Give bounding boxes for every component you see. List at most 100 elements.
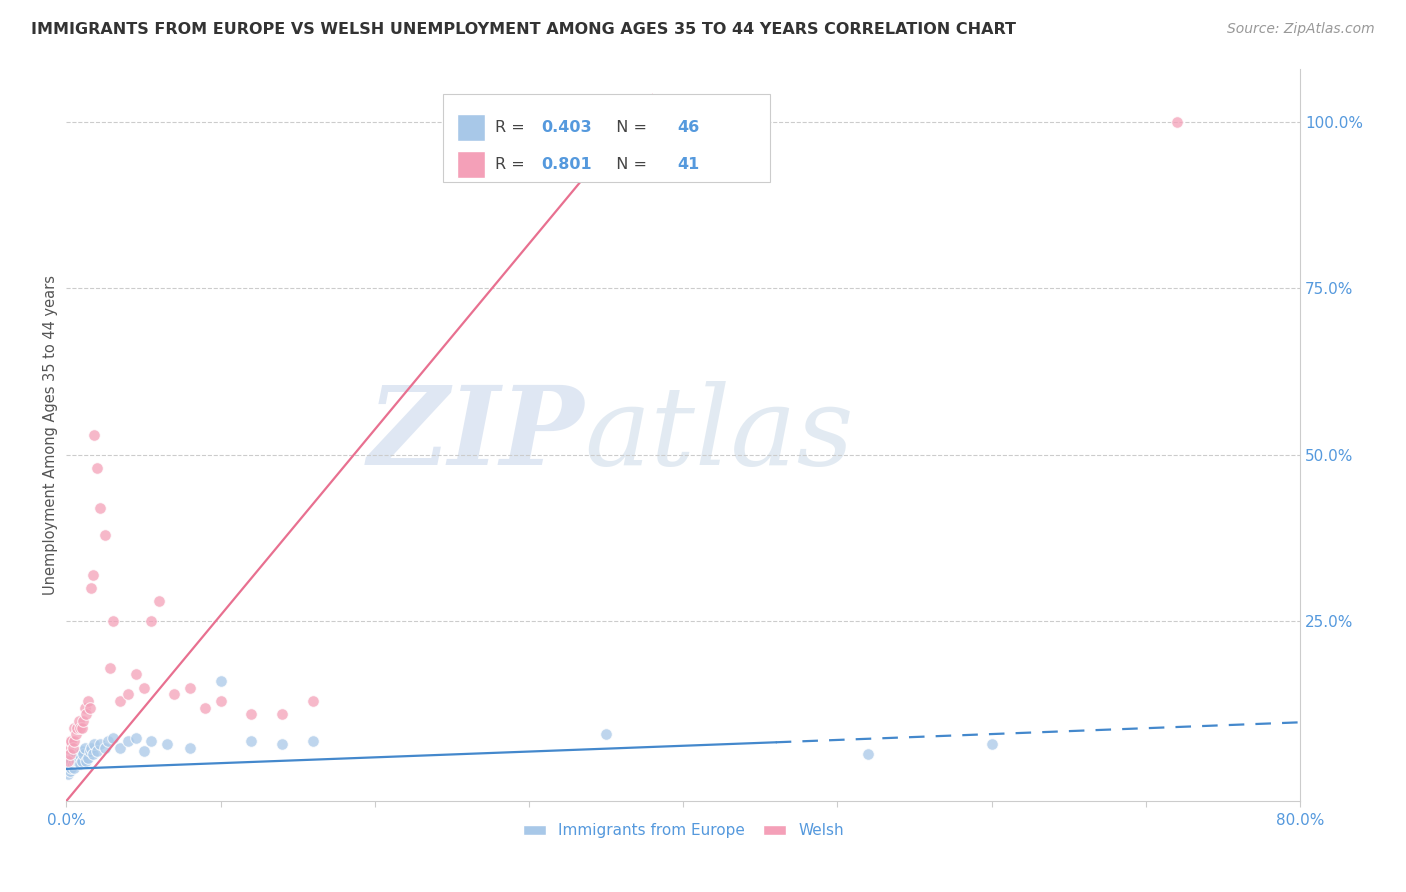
Point [80,581,103,595]
Point [76,754,98,768]
Point [66,721,89,735]
Text: 41: 41 [678,157,699,172]
Text: 0.403: 0.403 [541,120,592,135]
Point [86,461,108,475]
Point [148,594,170,608]
Point [156,737,179,751]
Point [72,747,94,762]
Text: N =: N = [606,157,651,172]
Point [117,734,139,748]
Y-axis label: Unemployment Among Ages 35 to 44 years: Unemployment Among Ages 35 to 44 years [44,275,58,595]
Point [69,721,91,735]
Text: 0.801: 0.801 [541,157,592,172]
Point [141,614,163,628]
Point [77,750,100,764]
Point [56,767,79,781]
Point [302,734,325,748]
Point [58,750,80,764]
Point [82,567,104,582]
Text: ZIP: ZIP [368,381,585,489]
Point [60,734,83,748]
Point [110,694,132,708]
Point [209,694,232,708]
Text: atlas: atlas [585,381,855,489]
Text: IMMIGRANTS FROM EUROPE VS WELSH UNEMPLOYMENT AMONG AGES 35 TO 44 YEARS CORRELATI: IMMIGRANTS FROM EUROPE VS WELSH UNEMPLOY… [31,22,1017,37]
Point [980,737,1002,751]
Point [209,673,232,688]
Point [86,744,108,758]
Point [65,727,87,741]
Point [62,747,84,762]
Point [101,614,124,628]
Point [62,740,84,755]
Point [94,740,117,755]
Point [72,714,94,728]
Point [65,747,87,762]
Point [58,757,80,772]
Point [58,764,80,778]
Point [62,757,84,772]
Point [63,734,86,748]
Point [132,744,155,758]
Point [56,754,79,768]
Point [595,727,617,741]
Point [117,687,139,701]
Point [79,744,101,758]
Point [83,427,105,442]
Point [194,700,217,714]
Point [125,667,148,681]
Point [69,757,91,772]
Point [110,740,132,755]
Point [141,734,163,748]
Point [56,754,79,768]
Point [63,761,86,775]
Point [70,721,93,735]
Point [179,740,201,755]
Point [125,731,148,745]
Point [67,747,90,762]
Point [595,115,617,129]
Point [240,734,263,748]
Point [63,721,86,735]
Legend: Immigrants from Europe, Welsh: Immigrants from Europe, Welsh [516,817,849,845]
Point [163,687,186,701]
Point [1166,115,1188,129]
Point [83,737,105,751]
Point [240,707,263,722]
Text: 46: 46 [678,120,699,135]
Point [58,747,80,762]
Point [271,737,294,751]
Point [73,700,96,714]
Point [66,754,89,768]
Point [271,707,294,722]
Point [302,694,325,708]
Point [58,734,80,748]
Point [98,661,121,675]
Point [56,740,79,755]
Point [858,747,880,762]
Text: R =: R = [495,157,530,172]
Point [132,681,155,695]
Point [79,700,101,714]
Point [77,694,100,708]
Point [101,731,124,745]
Bar [457,113,485,142]
Point [89,500,111,515]
Point [70,744,93,758]
Point [56,761,79,775]
Point [97,734,120,748]
Point [60,761,83,775]
Point [70,754,93,768]
Point [89,737,111,751]
Point [94,527,117,541]
Text: R =: R = [495,120,530,135]
FancyBboxPatch shape [443,95,769,182]
Point [65,754,87,768]
Text: N =: N = [606,120,651,135]
Text: Source: ZipAtlas.com: Source: ZipAtlas.com [1227,22,1375,37]
Bar [457,151,485,178]
Point [60,754,83,768]
Point [73,740,96,755]
Point [82,747,104,762]
Point [63,754,86,768]
